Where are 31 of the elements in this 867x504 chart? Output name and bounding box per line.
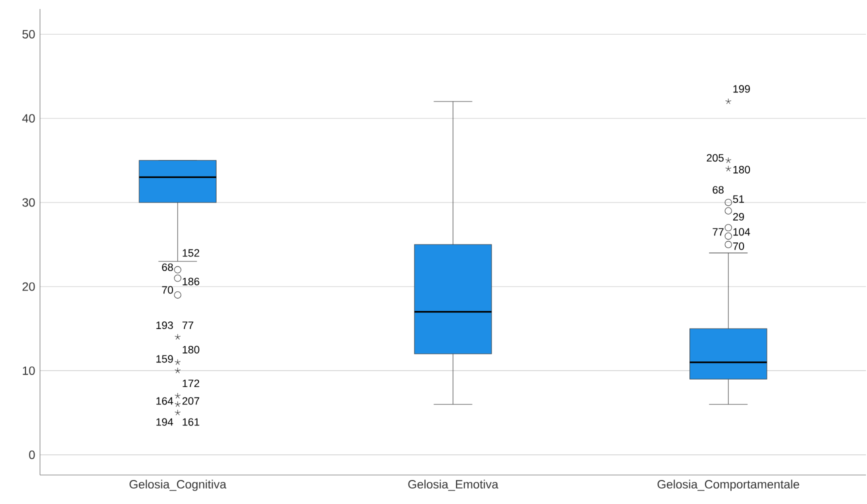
annotation: 180 (733, 166, 750, 174)
annotation: 180 (182, 346, 200, 354)
annotation: 205 (706, 154, 724, 162)
y-tick-label: 20 (22, 282, 35, 291)
x-tick-label: Gelosia_Emotiva (408, 480, 498, 491)
annotation: 199 (733, 85, 750, 93)
annotation: 68 (712, 186, 724, 194)
x-tick-label: Gelosia_Cognitiva (130, 480, 226, 491)
annotation: 70 (733, 242, 744, 250)
annotation: 186 (182, 278, 200, 286)
annotation: 172 (182, 380, 200, 388)
annotation: 51 (733, 195, 744, 203)
annotation: 193 (156, 322, 173, 330)
annotation: 77 (712, 228, 724, 236)
annotation: 70 (162, 286, 173, 294)
annotation: 77 (182, 322, 194, 329)
y-tick-label: 0 (29, 450, 35, 460)
annotation: 29 (733, 212, 744, 221)
annotation: 194 (156, 418, 174, 426)
y-tick-label: 30 (22, 198, 35, 207)
y-tick-label: 40 (22, 114, 35, 123)
annotation: 207 (182, 397, 200, 405)
annotation: 104 (733, 228, 750, 236)
annotation: 161 (182, 418, 200, 426)
annotation: 159 (156, 355, 173, 363)
y-tick-label: 10 (22, 366, 35, 375)
annotation: 152 (182, 249, 200, 257)
x-tick-label: Gelosia_Comportamentale (658, 480, 800, 491)
annotation: 68 (162, 263, 173, 272)
y-tick-label: 50 (22, 30, 35, 38)
annotation: 164 (156, 397, 174, 405)
